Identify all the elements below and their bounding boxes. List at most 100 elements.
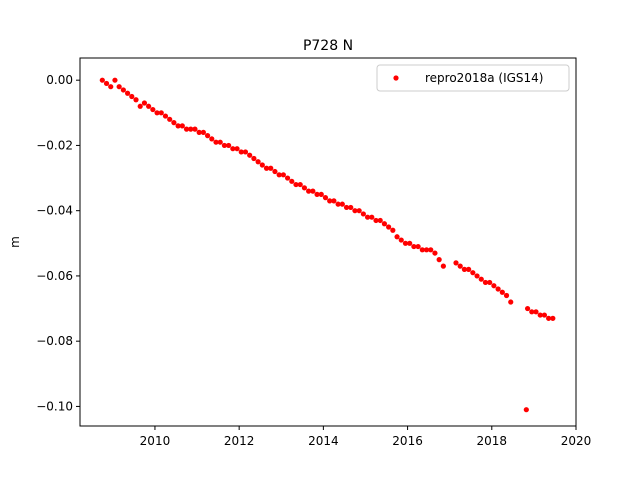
data-point	[276, 172, 282, 178]
data-point	[523, 407, 529, 413]
data-point	[263, 165, 270, 171]
x-tick-label: 2010	[140, 434, 171, 448]
data-point	[327, 198, 333, 204]
y-tick-label: 0.00	[46, 73, 73, 87]
scatter-points	[99, 77, 556, 413]
data-point	[162, 113, 169, 119]
data-point	[124, 90, 131, 96]
x-tick-label: 2014	[308, 434, 339, 448]
y-tick-label: −0.10	[36, 399, 73, 413]
data-point	[301, 185, 308, 191]
data-point	[247, 152, 253, 158]
data-point	[200, 129, 206, 135]
data-point	[508, 299, 514, 305]
data-point	[373, 217, 379, 224]
data-point	[533, 309, 539, 315]
data-point	[238, 149, 244, 155]
data-point	[436, 257, 442, 263]
data-point	[524, 305, 531, 312]
data-point	[398, 237, 404, 243]
y-tick-label: −0.06	[36, 269, 73, 283]
data-point	[474, 273, 480, 279]
data-point	[499, 289, 505, 295]
y-tick-label: −0.04	[36, 204, 73, 218]
data-point	[213, 139, 219, 145]
data-point	[415, 243, 421, 250]
data-point	[495, 286, 501, 292]
data-point	[226, 142, 232, 149]
data-point	[482, 279, 489, 286]
data-point	[432, 250, 438, 256]
data-point	[289, 178, 295, 184]
data-point	[423, 247, 430, 253]
legend-box	[376, 64, 570, 92]
data-point	[196, 129, 202, 135]
data-point	[546, 315, 552, 321]
data-point	[487, 279, 493, 286]
data-point	[360, 211, 366, 217]
data-point	[129, 93, 135, 100]
data-point	[99, 77, 105, 83]
data-point	[322, 195, 329, 201]
legend-label: repro2018a (IGS14)	[425, 71, 543, 85]
data-point	[284, 175, 291, 181]
data-point	[310, 188, 316, 194]
data-point	[171, 120, 177, 126]
data-point	[141, 100, 148, 106]
data-point	[217, 139, 223, 145]
data-point	[242, 149, 249, 155]
data-point	[137, 103, 143, 109]
data-point	[234, 146, 240, 152]
y-axis: 0.00 −0.02 −0.04 −0.06 −0.08 −0.10	[36, 73, 80, 413]
data-point	[158, 110, 164, 116]
data-point	[108, 84, 114, 90]
data-point	[183, 126, 190, 132]
data-point	[280, 172, 286, 178]
data-point	[179, 123, 185, 129]
data-point	[167, 116, 173, 122]
data-point	[541, 312, 548, 318]
data-point	[419, 247, 425, 253]
data-point	[272, 168, 278, 175]
data-point	[120, 87, 126, 93]
x-tick-label: 2018	[477, 434, 508, 448]
data-point	[293, 181, 299, 188]
data-point	[390, 227, 396, 233]
data-point	[491, 283, 497, 289]
data-point	[343, 204, 350, 211]
data-point	[192, 126, 198, 132]
data-point	[204, 133, 211, 139]
data-point	[356, 208, 362, 214]
data-point	[550, 315, 556, 321]
data-point	[466, 266, 472, 272]
data-point	[103, 80, 110, 87]
data-point	[188, 126, 194, 132]
data-point	[369, 214, 375, 220]
data-point	[116, 84, 122, 90]
data-point	[221, 142, 228, 149]
data-point	[428, 247, 434, 253]
data-point	[331, 198, 337, 204]
data-point	[314, 191, 320, 197]
data-point	[352, 208, 358, 214]
data-point	[146, 103, 152, 109]
y-axis-label: m	[8, 236, 22, 248]
x-tick-label: 2020	[561, 434, 592, 448]
data-point	[407, 240, 413, 246]
y-tick-label: −0.08	[36, 334, 73, 348]
data-point	[255, 159, 261, 165]
data-point	[209, 136, 215, 142]
data-point	[112, 77, 118, 83]
data-point	[175, 123, 181, 129]
chart-title: P728 N	[303, 38, 353, 54]
data-point	[306, 188, 312, 194]
data-point	[339, 201, 345, 207]
data-point	[259, 162, 265, 168]
y-tick-label: −0.02	[36, 138, 73, 152]
data-point	[503, 292, 510, 299]
legend-marker	[393, 75, 399, 81]
data-point	[251, 155, 257, 162]
data-point	[461, 266, 468, 272]
x-tick-label: 2012	[224, 434, 255, 448]
